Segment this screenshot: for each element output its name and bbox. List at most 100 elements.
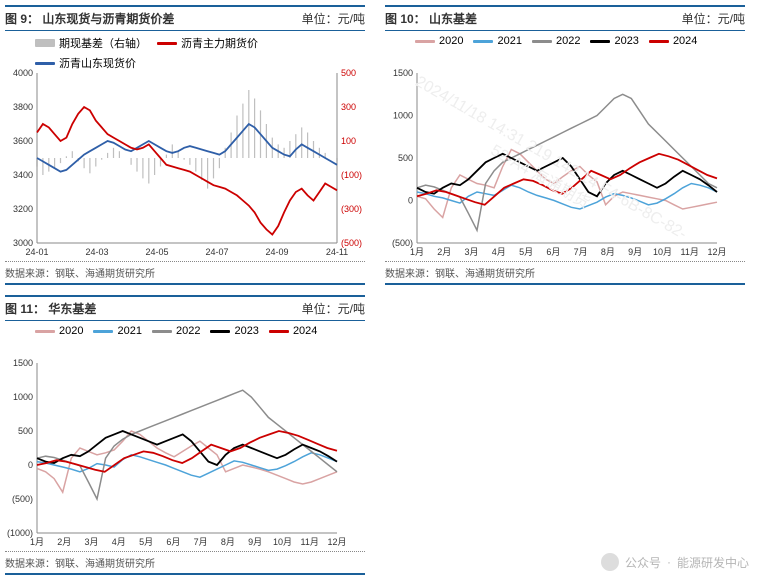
svg-text:10月: 10月 [653,247,672,257]
chart-unit: 单位：元/吨 [682,10,745,27]
wechat-icon [601,553,619,571]
legend-label: 2021 [117,325,141,337]
legend-label: 沥青山东现货价 [59,55,136,71]
svg-text:11月: 11月 [681,247,699,257]
svg-text:6月: 6月 [166,537,180,547]
chart-header: 图 10： 山东基差 单位：元/吨 [385,5,745,31]
legend-label: 2020 [59,325,83,337]
chart-source: 数据来源：钢联、海通期货研究所 [5,551,365,575]
legend-label: 2022 [176,325,200,337]
svg-text:1月: 1月 [410,247,424,257]
legend-label: 期现基差（右轴） [59,35,147,51]
svg-text:1000: 1000 [13,392,33,402]
legend-swatch [93,330,113,333]
svg-text:24-01: 24-01 [25,247,48,257]
attribution-sep: · [667,555,671,569]
legend-label: 2020 [439,35,463,47]
svg-text:3400: 3400 [13,170,33,180]
chart-title: 图 11： 华东基差 [5,300,96,317]
legend-label: 沥青主力期货价 [181,35,258,51]
legend-swatch [590,40,610,43]
svg-text:24-05: 24-05 [145,247,168,257]
legend-swatch [35,330,55,333]
svg-text:1000: 1000 [393,111,413,121]
chart-source: 数据来源：钢联、海通期货研究所 [385,261,745,285]
legend-item: 期现基差（右轴） [35,35,147,51]
legend-item: 2022 [152,325,200,337]
legend-item: 2020 [35,325,83,337]
chart-unit: 单位：元/吨 [302,10,365,27]
legend-label: 2024 [673,35,697,47]
legend-label: 2024 [293,325,317,337]
svg-text:(100): (100) [341,170,362,180]
chart-svg: (1000)(500)0500100015001月2月3月4月5月6月7月8月9… [5,321,365,551]
svg-text:8月: 8月 [601,247,615,257]
svg-text:9月: 9月 [628,247,642,257]
legend-swatch [269,330,289,333]
chart-legend: 20202021202220232024 [415,35,735,47]
svg-text:3600: 3600 [13,136,33,146]
svg-text:500: 500 [18,426,33,436]
chart-body: 20202021202220232024 (1000)(500)05001000… [5,321,365,551]
svg-text:24-11: 24-11 [326,247,348,257]
svg-text:24-09: 24-09 [265,247,288,257]
svg-text:0: 0 [408,196,413,206]
svg-text:500: 500 [398,153,413,163]
chart-card-shandong-spread: 图 9： 山东现货与沥青期货价差 单位：元/吨 期现基差（右轴） 沥青主力期货价沥… [5,5,365,285]
chart-title: 图 9： 山东现货与沥青期货价差 [5,10,174,27]
chart-source: 数据来源：钢联、海通期货研究所 [5,261,365,285]
svg-text:300: 300 [341,102,356,112]
legend-item: 2023 [590,35,638,47]
chart-svg: (500)0500100015001月2月3月4月5月6月7月8月9月10月11… [385,31,745,261]
chart-header: 图 9： 山东现货与沥青期货价差 单位：元/吨 [5,5,365,31]
svg-text:3月: 3月 [465,247,479,257]
legend-label: 2023 [614,35,638,47]
legend-swatch [649,40,669,43]
svg-text:0: 0 [28,460,33,470]
svg-text:6月: 6月 [546,247,560,257]
legend-swatch [415,40,435,43]
legend-label: 2021 [497,35,521,47]
svg-text:12月: 12月 [327,537,346,547]
legend-swatch [35,39,55,47]
svg-text:12月: 12月 [707,247,726,257]
charts-grid: 图 9： 山东现货与沥青期货价差 单位：元/吨 期现基差（右轴） 沥青主力期货价沥… [5,5,756,575]
svg-text:1500: 1500 [13,358,33,368]
svg-text:4月: 4月 [112,537,126,547]
svg-text:11月: 11月 [301,537,319,547]
svg-text:7月: 7月 [194,537,208,547]
legend-swatch [152,330,172,333]
legend-swatch [532,40,552,43]
svg-text:1月: 1月 [30,537,44,547]
chart-card-huadong-basis: 图 11： 华东基差 单位：元/吨 20202021202220232024 (… [5,295,365,575]
attribution-prefix: 公众号 [625,554,661,571]
svg-text:24-07: 24-07 [205,247,228,257]
legend-item: 2023 [210,325,258,337]
chart-body: 期现基差（右轴）沥青主力期货价沥青山东现货价 30003200340036003… [5,31,365,261]
svg-text:7月: 7月 [574,247,588,257]
svg-text:10月: 10月 [273,537,292,547]
chart-legend: 2020 2021 2022 2023 2024 [35,325,355,337]
legend-label: 2023 [234,325,258,337]
legend-swatch [210,330,230,333]
chart-card-shandong-basis: 图 10： 山东基差 单位：元/吨 20202021202220232024 2… [385,5,745,285]
svg-text:9月: 9月 [248,537,262,547]
legend-item: 2020 [415,35,463,47]
svg-text:5月: 5月 [139,537,153,547]
attribution-name: 能源研发中心 [677,554,749,571]
legend-swatch [35,62,55,65]
attribution: 公众号 · 能源研发中心 [601,553,749,571]
svg-text:3200: 3200 [13,204,33,214]
svg-text:100: 100 [341,136,356,146]
chart-unit: 单位：元/吨 [302,300,365,317]
svg-text:3月: 3月 [85,537,99,547]
svg-text:8月: 8月 [221,537,235,547]
chart-header: 图 11： 华东基差 单位：元/吨 [5,295,365,321]
legend-item: 2024 [269,325,317,337]
svg-text:24-03: 24-03 [85,247,108,257]
svg-text:2月: 2月 [437,247,451,257]
chart-title: 图 10： 山东基差 [385,10,477,27]
chart-body: 20202021202220232024 2024/11/18 14:31 21… [385,31,745,261]
svg-text:5月: 5月 [519,247,533,257]
legend-item: 2024 [649,35,697,47]
